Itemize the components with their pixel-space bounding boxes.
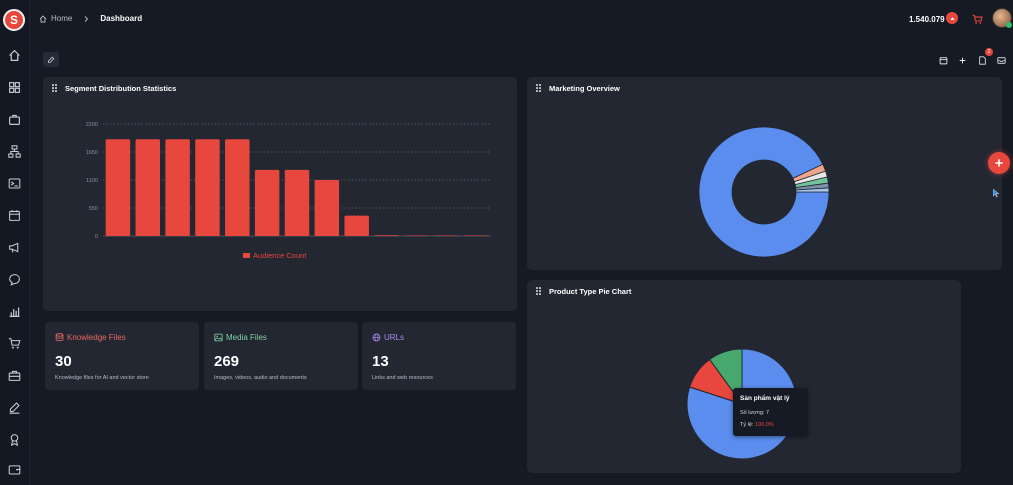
card-count: 30 — [55, 353, 72, 370]
product-type-panel: Product Type Pie Chart — [527, 280, 961, 473]
calendar-icon[interactable] — [7, 208, 21, 222]
bar — [463, 235, 489, 236]
bar — [314, 180, 340, 236]
tooltip-title: Sản phẩm vật lý — [740, 395, 790, 402]
plus-icon — [995, 159, 1003, 167]
panel-title: Marketing Overview — [549, 84, 620, 93]
marketing-donut-chart — [698, 126, 830, 258]
bar — [225, 139, 250, 236]
card-count: 269 — [214, 353, 240, 370]
notification-badge: 2 — [985, 48, 993, 56]
card-title: URLs — [384, 333, 405, 342]
card-description: Knowledge files for AI and vector store — [55, 375, 149, 381]
card-count: 13 — [372, 353, 389, 370]
bar — [105, 139, 131, 236]
y-tick-label: 2200 — [86, 122, 98, 128]
donut-slice — [795, 187, 830, 193]
drag-handle-icon[interactable] — [52, 84, 58, 92]
card-title: Media Files — [226, 333, 267, 342]
card-description: Links and web resources — [372, 375, 433, 381]
app-logo[interactable]: S — [3, 9, 25, 31]
panel-title: Segment Distribution Statistics — [65, 84, 177, 93]
drag-handle-icon[interactable] — [536, 84, 542, 92]
breadcrumb: Home Dashboard — [39, 14, 142, 23]
marketing-overview-panel: Marketing Overview — [527, 77, 1002, 270]
inbox-button[interactable] — [994, 53, 1008, 67]
bar — [344, 215, 369, 236]
calendar-icon — [939, 56, 947, 64]
tooltip-quantity: Số lượng: 7 — [740, 410, 770, 416]
briefcase-icon[interactable] — [7, 112, 21, 126]
breadcrumb-current: Dashboard — [100, 14, 143, 23]
calendar-button[interactable] — [936, 53, 950, 67]
legend-swatch — [243, 253, 250, 258]
y-tick-label: 550 — [89, 206, 98, 212]
bar — [433, 235, 459, 236]
sitemap-icon[interactable] — [7, 144, 21, 158]
cart-icon[interactable] — [972, 12, 983, 30]
bar — [254, 169, 280, 236]
megaphone-icon[interactable] — [7, 240, 21, 254]
balance-value: 1.540.079 — [909, 15, 945, 24]
home-icon[interactable] — [7, 48, 21, 62]
bar — [135, 139, 161, 236]
online-status-icon — [1006, 22, 1012, 28]
plus-icon — [959, 57, 965, 63]
tooltip-rate: Tỷ lệ: 100.0% — [740, 422, 774, 428]
edit-layout-button[interactable] — [43, 52, 59, 67]
bar — [284, 169, 310, 236]
chat-icon[interactable] — [7, 272, 21, 286]
panel-title: Product Type Pie Chart — [549, 287, 632, 296]
add-widget-button[interactable] — [955, 53, 969, 67]
terminal-icon[interactable] — [7, 176, 21, 190]
card-title: Knowledge Files — [67, 333, 126, 342]
bar — [165, 139, 190, 236]
sidebar: S — [0, 0, 30, 485]
add-fab-button[interactable] — [988, 152, 1010, 174]
media-files-card[interactable]: Media Files 269 Images, videos, audio an… — [204, 322, 358, 390]
globe-icon — [372, 333, 381, 342]
drag-handle-icon[interactable] — [536, 287, 542, 295]
segment-distribution-panel: Segment Distribution Statistics 0 550 1100… — [43, 77, 517, 311]
card-description: Images, videos, audio and documents — [214, 375, 307, 381]
edit-icon — [48, 56, 55, 63]
dashboard-grid-icon[interactable] — [7, 80, 21, 94]
y-tick-label: 0 — [95, 234, 98, 240]
urls-card[interactable]: URLs 13 Links and web resources — [362, 322, 516, 390]
bar — [404, 235, 429, 236]
home-small-icon — [39, 14, 47, 22]
bar — [195, 139, 220, 236]
toolbox-icon[interactable] — [7, 368, 21, 382]
documents-button[interactable] — [975, 53, 989, 67]
image-icon — [214, 333, 223, 342]
document-icon — [978, 55, 986, 65]
wallet-icon[interactable] — [7, 462, 21, 476]
cart-icon[interactable] — [7, 336, 21, 350]
donut-slice — [698, 126, 830, 258]
award-icon[interactable] — [7, 432, 21, 446]
balance-up-icon[interactable] — [946, 12, 958, 24]
breadcrumb-home[interactable]: Home — [51, 14, 73, 23]
pie-tooltip: Sản phẩm vật lý Số lượng: 7 Tỷ lệ: 100.0… — [733, 388, 808, 436]
inbox-icon — [996, 56, 1006, 64]
segment-bar-chart: 0 550 1100 1650 2200 Audience Count — [86, 122, 491, 260]
database-icon — [55, 333, 64, 342]
edit-icon[interactable] — [7, 400, 21, 414]
product-pie-chart — [686, 348, 798, 460]
y-tick-label: 1650 — [86, 150, 98, 156]
knowledge-files-card[interactable]: Knowledge Files 30 Knowledge files for A… — [45, 322, 199, 390]
bar-chart-icon[interactable] — [7, 304, 21, 318]
mouse-cursor-icon — [992, 185, 1000, 203]
bar — [374, 235, 399, 236]
chevron-right-icon — [85, 15, 89, 22]
top-bar: Home Dashboard 1.540.079 — [30, 0, 1013, 40]
legend-label: Audience Count — [253, 251, 307, 260]
y-tick-label: 1100 — [86, 178, 98, 184]
